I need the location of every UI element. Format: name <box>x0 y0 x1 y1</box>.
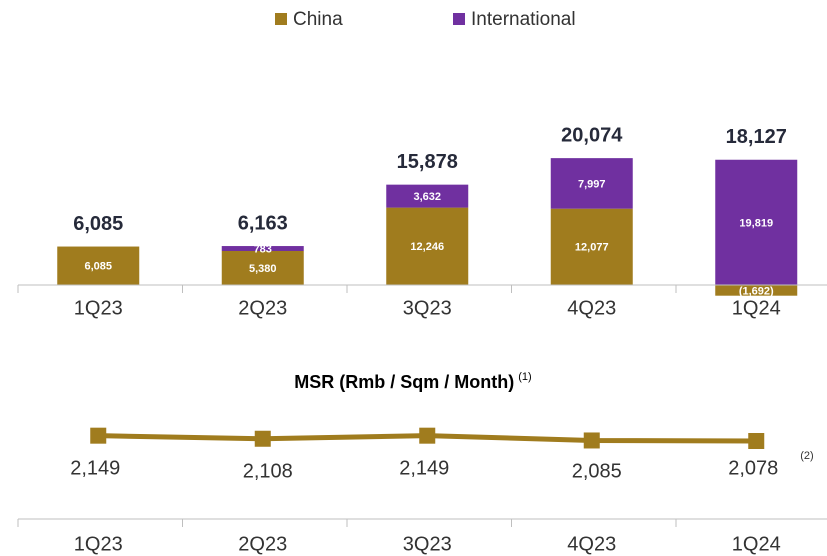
bar-segment <box>550 158 633 209</box>
bar-segment <box>715 159 798 285</box>
value-label: 2,085 <box>572 460 622 482</box>
bar-segment <box>386 184 469 208</box>
segment-label: 5,380 <box>249 263 277 275</box>
x-tick-label: 2Q23 <box>238 533 287 555</box>
marker <box>583 432 600 449</box>
marker <box>748 433 765 449</box>
segment-label: 3,632 <box>413 191 441 203</box>
x-tick-label: 3Q23 <box>403 533 452 555</box>
segment-label: 12,246 <box>410 241 444 253</box>
x-tick-label: 4Q23 <box>567 297 616 319</box>
title-text: MSR (Rmb / Sqm / Month) <box>294 372 514 392</box>
segment-label: 19,819 <box>739 217 773 229</box>
marker <box>90 427 107 444</box>
x-tick-label: 2Q23 <box>238 297 287 319</box>
x-tick-label: 1Q23 <box>74 533 123 555</box>
segment-label: (1,692) <box>739 285 774 297</box>
bar-segment <box>386 207 469 285</box>
segment-label: 7,997 <box>578 178 606 190</box>
segment-label: 12,077 <box>575 242 609 254</box>
x-tick-label: 4Q23 <box>567 533 616 555</box>
total-label: 15,878 <box>397 151 458 173</box>
bar-segment <box>550 208 633 285</box>
value-label: 2,108 <box>243 460 293 482</box>
bar-segment <box>221 246 304 251</box>
x-tick-label: 3Q23 <box>403 297 452 319</box>
annotation: (2) <box>800 450 813 462</box>
value-label: 2,149 <box>70 457 120 479</box>
total-label: 18,127 <box>726 126 787 148</box>
value-label: 2,149 <box>399 457 449 479</box>
value-label: 2,078 <box>728 457 778 479</box>
bar-segment <box>57 246 140 285</box>
total-label: 6,085 <box>73 213 123 235</box>
segment-label: 783 <box>254 243 272 255</box>
x-tick-label: 1Q24 <box>732 533 781 555</box>
legend-label: International <box>471 9 576 30</box>
legend-label: China <box>293 9 343 30</box>
total-label: 6,163 <box>238 212 288 234</box>
bar-segment <box>221 250 304 285</box>
title-note: (1) <box>518 371 531 383</box>
chart-title: MSR (Rmb / Sqm / Month) (1) <box>294 371 531 392</box>
marker <box>254 430 271 447</box>
x-tick-label: 1Q23 <box>74 297 123 319</box>
bar-segment <box>715 285 798 296</box>
legend-swatch <box>453 13 465 25</box>
marker <box>419 427 436 444</box>
legend-swatch <box>275 13 287 25</box>
x-tick-label: 1Q24 <box>732 297 781 319</box>
segment-label: 6,085 <box>84 261 112 273</box>
total-label: 20,074 <box>561 124 623 146</box>
